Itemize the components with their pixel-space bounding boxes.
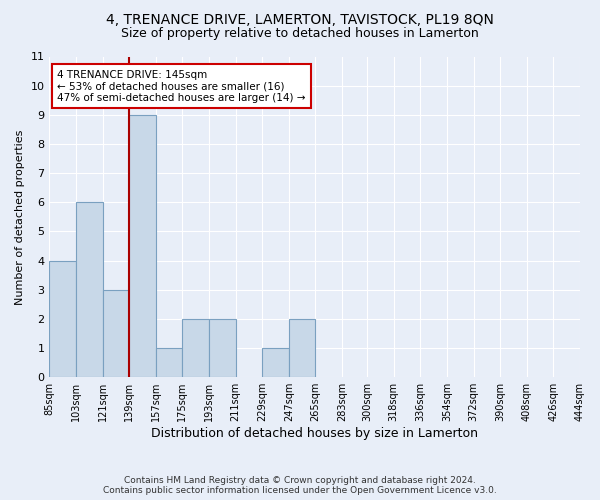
X-axis label: Distribution of detached houses by size in Lamerton: Distribution of detached houses by size … [151,427,478,440]
Text: Size of property relative to detached houses in Lamerton: Size of property relative to detached ho… [121,28,479,40]
Bar [103,290,129,377]
Text: 4 TRENANCE DRIVE: 145sqm
← 53% of detached houses are smaller (16)
47% of semi-d: 4 TRENANCE DRIVE: 145sqm ← 53% of detach… [57,70,305,103]
Bar [262,348,289,377]
Text: 4, TRENANCE DRIVE, LAMERTON, TAVISTOCK, PL19 8QN: 4, TRENANCE DRIVE, LAMERTON, TAVISTOCK, … [106,12,494,26]
Y-axis label: Number of detached properties: Number of detached properties [15,129,25,304]
Text: Contains HM Land Registry data © Crown copyright and database right 2024.
Contai: Contains HM Land Registry data © Crown c… [103,476,497,495]
Bar [129,115,156,377]
Bar [76,202,103,377]
Bar [49,260,76,377]
Bar [182,319,209,377]
Bar [209,319,236,377]
Bar [289,319,316,377]
Bar [156,348,182,377]
